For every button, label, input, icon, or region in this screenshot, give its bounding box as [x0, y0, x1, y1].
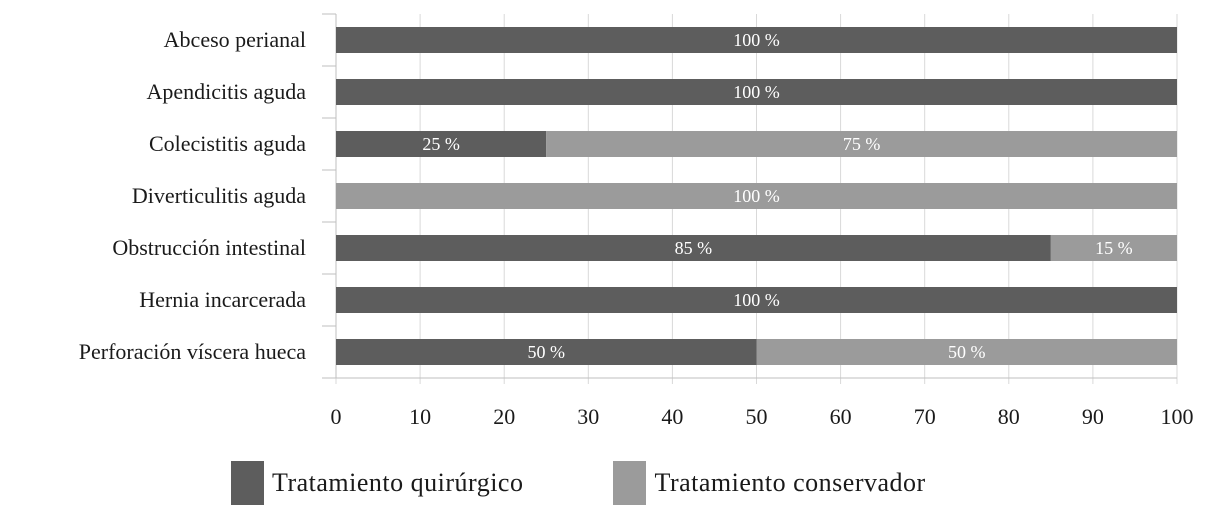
x-tick-label: 50	[746, 404, 768, 429]
x-tick-label: 0	[331, 404, 342, 429]
bar-segment	[336, 287, 1177, 313]
x-tick-label: 40	[661, 404, 683, 429]
bar-value-label: 85 %	[675, 238, 713, 258]
bar-value-label: 100 %	[733, 290, 780, 310]
category-label: Abceso perianal	[164, 27, 306, 52]
bar-segment	[336, 235, 1051, 261]
bar-segment	[336, 79, 1177, 105]
bar-value-label: 50 %	[528, 342, 566, 362]
bar-value-label: 75 %	[843, 134, 881, 154]
chart-legend: Tratamiento quirúrgico Tratamiento conse…	[231, 461, 1016, 505]
bar-value-label: 100 %	[733, 82, 780, 102]
category-label: Obstrucción intestinal	[112, 235, 306, 260]
bar-value-label: 100 %	[733, 186, 780, 206]
bar-value-label: 15 %	[1095, 238, 1133, 258]
category-label: Diverticulitis aguda	[132, 183, 306, 208]
legend-label-surgical: Tratamiento quirúrgico	[272, 468, 524, 497]
category-label: Hernia incarcerada	[139, 287, 306, 312]
x-tick-label: 100	[1161, 404, 1194, 429]
bar-value-label: 25 %	[422, 134, 460, 154]
bar-segment	[546, 131, 1177, 157]
category-label: Apendicitis aguda	[147, 79, 307, 104]
bar-segment	[336, 131, 547, 157]
stacked-bar-chart: 0 10 20 30 40 50 60 70 80 90 100 Abceso perianal 100…	[79, 13, 1194, 429]
bar-segment	[336, 183, 1177, 209]
x-tick-label: 80	[998, 404, 1020, 429]
legend-item-conservative: Tratamiento conservador	[613, 461, 925, 505]
x-tick-label: 60	[830, 404, 852, 429]
bar-segment	[756, 339, 1177, 365]
bar-segment	[336, 27, 1177, 53]
x-tick-label: 30	[577, 404, 599, 429]
category-label: Colecistitis aguda	[149, 131, 306, 156]
bar-segment	[1050, 235, 1177, 261]
x-tick-label: 10	[409, 404, 431, 429]
category-label: Perforación víscera hueca	[79, 339, 306, 364]
bar-value-label: 100 %	[733, 30, 780, 50]
bar-segment	[336, 339, 757, 365]
legend-swatch-surgical	[231, 461, 264, 505]
x-tick-label: 20	[493, 404, 515, 429]
x-tick-label: 70	[914, 404, 936, 429]
legend-item-surgical: Tratamiento quirúrgico	[231, 461, 523, 505]
legend-swatch-conservative	[613, 461, 647, 505]
legend-label-conservative: Tratamiento conservador	[654, 468, 926, 497]
x-tick-label: 90	[1082, 404, 1104, 429]
bar-value-label: 50 %	[948, 342, 986, 362]
